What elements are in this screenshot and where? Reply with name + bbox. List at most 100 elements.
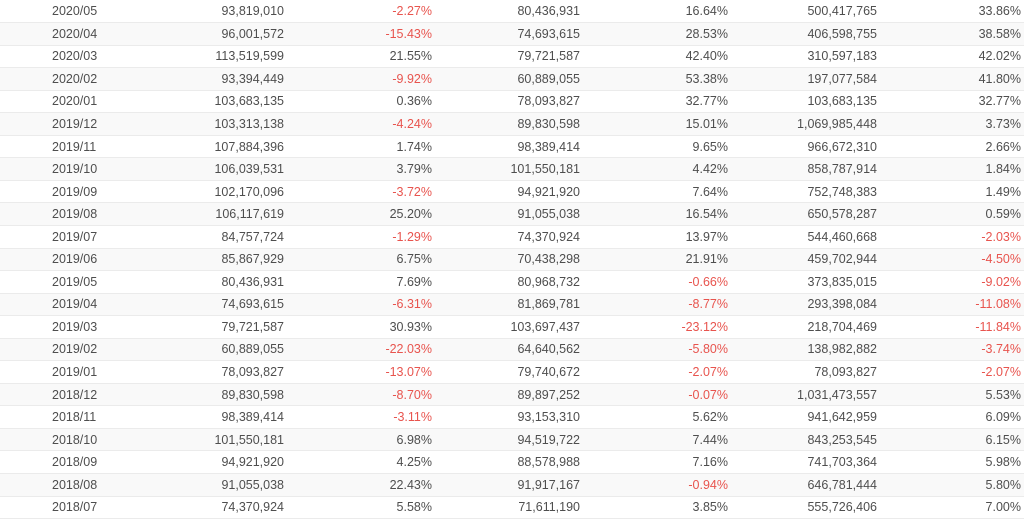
value1-cell: 74,693,615 [140,293,287,317]
percent1-cell: -4.24% [287,112,435,136]
percent2-cell: 42.40% [583,45,731,69]
percent2-cell: -0.07% [583,383,731,407]
value3-cell: 78,093,827 [731,360,880,384]
percent2-cell: 16.64% [583,0,731,24]
percent3-cell: -3.74% [880,338,1024,362]
percent1-cell: 7.69% [287,270,435,294]
value2-cell: 94,519,722 [435,428,583,452]
value3-cell: 218,704,469 [731,315,880,339]
value3-cell: 138,982,882 [731,338,880,362]
value1-cell: 101,550,181 [140,428,287,452]
value3-cell: 103,683,135 [731,90,880,114]
value1-cell: 80,436,931 [140,270,287,294]
percent3-cell: 32.77% [880,90,1024,114]
percent3-cell: -9.02% [880,270,1024,294]
percent2-cell: -2.07% [583,360,731,384]
percent2-cell: 32.77% [583,90,731,114]
percent3-cell: 5.98% [880,450,1024,474]
percent1-cell: -9.92% [287,67,435,91]
value1-cell: 106,039,531 [140,157,287,181]
value1-cell: 107,884,396 [140,135,287,159]
value3-cell: 650,578,287 [731,202,880,226]
month-cell: 2020/01 [0,90,140,114]
percent3-cell: 6.15% [880,428,1024,452]
value2-cell: 81,869,781 [435,293,583,317]
percent2-cell: 5.62% [583,405,731,429]
month-cell: 2019/11 [0,135,140,159]
percent2-cell: 53.38% [583,67,731,91]
percent1-cell: 4.25% [287,450,435,474]
percent1-cell: -8.70% [287,383,435,407]
value2-cell: 91,055,038 [435,202,583,226]
percent1-cell: 21.55% [287,45,435,69]
value1-cell: 74,370,924 [140,496,287,519]
percent3-cell: 42.02% [880,45,1024,69]
value3-cell: 500,417,765 [731,0,880,24]
table-row: 2019/07 84,757,724 -1.29% 74,370,924 13.97% 5… [0,225,1024,249]
table-row: 2020/02 93,394,449 -9.92% 60,889,055 53.38% 1… [0,67,1024,91]
percent2-cell: 15.01% [583,112,731,136]
percent3-cell: -2.03% [880,225,1024,249]
value2-cell: 80,436,931 [435,0,583,24]
table-row: 2019/12 103,313,138 -4.24% 89,830,598 15.01%… [0,112,1024,136]
percent1-cell: 5.58% [287,496,435,519]
percent1-cell: 1.74% [287,135,435,159]
value3-cell: 544,460,668 [731,225,880,249]
percent2-cell: 21.91% [583,248,731,272]
month-cell: 2020/04 [0,22,140,46]
percent3-cell: 1.84% [880,157,1024,181]
value2-cell: 80,968,732 [435,270,583,294]
table-row: 2020/01 103,683,135 0.36% 78,093,827 32.77% 1… [0,90,1024,114]
table-row: 2019/05 80,436,931 7.69% 80,968,732 -0.66% 37… [0,270,1024,294]
value3-cell: 310,597,183 [731,45,880,69]
value2-cell: 91,917,167 [435,473,583,497]
value2-cell: 71,611,190 [435,496,583,519]
value2-cell: 88,578,988 [435,450,583,474]
value3-cell: 941,642,959 [731,405,880,429]
table-row: 2018/12 89,830,598 -8.70% 89,897,252 -0.07% 1… [0,383,1024,407]
value3-cell: 1,069,985,448 [731,112,880,136]
table-row: 2019/10 106,039,531 3.79% 101,550,181 4.42% 8… [0,157,1024,181]
percent1-cell: -13.07% [287,360,435,384]
value3-cell: 1,031,473,557 [731,383,880,407]
percent3-cell: -11.08% [880,293,1024,317]
percent1-cell: 30.93% [287,315,435,339]
percent3-cell: 38.58% [880,22,1024,46]
value1-cell: 60,889,055 [140,338,287,362]
table-row: 2018/10 101,550,181 6.98% 94,519,722 7.44% 84… [0,428,1024,452]
table-row: 2019/04 74,693,615 -6.31% 81,869,781 -8.77% 2… [0,293,1024,317]
table-row: 2020/03 113,519,599 21.55% 79,721,587 42.40%… [0,45,1024,69]
value3-cell: 966,672,310 [731,135,880,159]
month-cell: 2019/06 [0,248,140,272]
value1-cell: 96,001,572 [140,22,287,46]
percent2-cell: 9.65% [583,135,731,159]
value2-cell: 70,438,298 [435,248,583,272]
table-row: 2019/11 107,884,396 1.74% 98,389,414 9.65% 96… [0,135,1024,159]
value1-cell: 84,757,724 [140,225,287,249]
value3-cell: 843,253,545 [731,428,880,452]
value1-cell: 102,170,096 [140,180,287,204]
month-cell: 2019/08 [0,202,140,226]
value2-cell: 101,550,181 [435,157,583,181]
month-cell: 2018/07 [0,496,140,519]
month-cell: 2019/07 [0,225,140,249]
percent1-cell: 0.36% [287,90,435,114]
percent1-cell: 6.75% [287,248,435,272]
table-row: 2019/09 102,170,096 -3.72% 94,921,920 7.64% 7… [0,180,1024,204]
value3-cell: 646,781,444 [731,473,880,497]
percent2-cell: 7.64% [583,180,731,204]
percent3-cell: 6.09% [880,405,1024,429]
value2-cell: 93,153,310 [435,405,583,429]
table-row: 2019/01 78,093,827 -13.07% 79,740,672 -2.07%… [0,360,1024,384]
value3-cell: 741,703,364 [731,450,880,474]
value1-cell: 79,721,587 [140,315,287,339]
percent1-cell: -1.29% [287,225,435,249]
table-row: 2020/05 93,819,010 -2.27% 80,436,931 16.64% 5… [0,0,1024,24]
value2-cell: 103,697,437 [435,315,583,339]
percent1-cell: 22.43% [287,473,435,497]
percent3-cell: -2.07% [880,360,1024,384]
percent3-cell: 3.73% [880,112,1024,136]
month-cell: 2019/01 [0,360,140,384]
value1-cell: 113,519,599 [140,45,287,69]
percent1-cell: 3.79% [287,157,435,181]
